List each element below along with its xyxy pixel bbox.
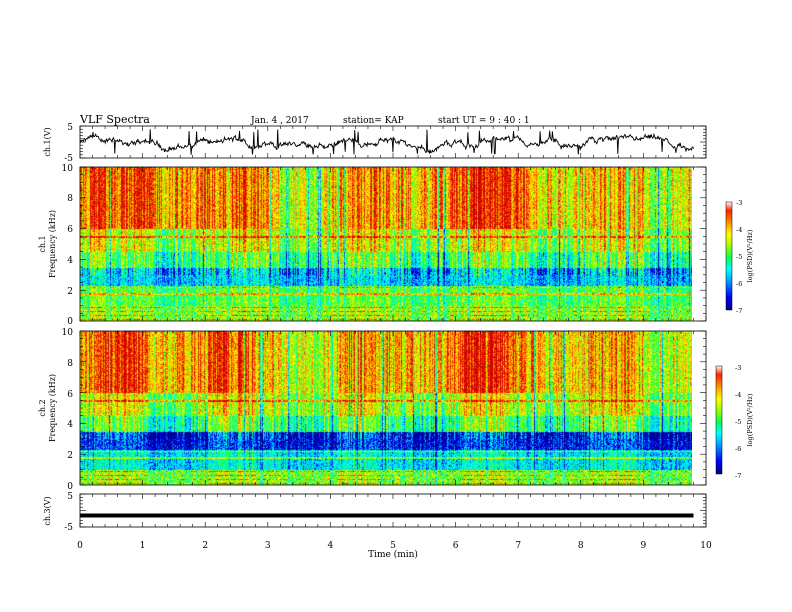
ch1-spectrogram-ylabel-line2: Frequency (kHz) [48, 210, 57, 278]
ch1-freq-tick-6: 6 [67, 225, 73, 235]
ch2-freq-tick-4: 4 [67, 420, 73, 430]
ch3-waveform-ylabel: ch.3(V) [43, 496, 52, 525]
figure-title: VLF Spectra [79, 113, 150, 126]
ch1-waveform-ylabel: ch.1(V) [43, 127, 52, 156]
ch1-cb-tick-m5: -5 [736, 253, 742, 261]
date-label: Jan. 4 , 2017 [250, 116, 309, 126]
ch2-cb-tick-m5: -5 [735, 418, 741, 426]
ch1-freq-tick-4: 4 [67, 256, 73, 266]
ch2-freq-tick-6: 6 [67, 390, 73, 400]
ch1-spectrogram-yticks: 0 2 4 6 8 10 [62, 164, 74, 327]
ch2-spectrogram-image [80, 331, 692, 485]
ch3-ytick-top: 5 [67, 492, 73, 502]
time-tick-5: 5 [390, 541, 396, 551]
time-tick-2: 2 [202, 541, 208, 551]
ch1-ytick-bottom: -5 [64, 154, 73, 164]
time-tick-9: 9 [641, 541, 647, 551]
ch2-spectrogram-yticks: 0 2 4 6 8 10 [62, 328, 74, 492]
ch1-waveform-yticks: 5 -5 [64, 123, 73, 164]
time-axis-ticklabels: 0 1 2 3 4 5 6 7 8 9 10 [77, 541, 712, 551]
station-label: station= KAP [343, 116, 404, 126]
axis-ticks [79, 125, 707, 528]
ch2-freq-tick-2: 2 [67, 451, 73, 461]
ch2-colorbar: -3 -4 -5 -6 -7 log(PSD)(V²/Hz) [715, 364, 754, 480]
ch2-colorbar-label: log(PSD)(V²/Hz) [746, 393, 754, 446]
ch1-freq-tick-0: 0 [67, 317, 73, 327]
time-tick-7: 7 [515, 541, 521, 551]
time-tick-1: 1 [140, 541, 146, 551]
time-axis-label: Time (min) [368, 549, 418, 560]
ch1-ytick-top: 5 [67, 123, 73, 133]
ch1-cb-tick-m6: -6 [736, 280, 742, 288]
ch1-colorbar: -3 -4 -5 -6 -7 log(PSD)(V²/Hz) [725, 199, 754, 315]
ch1-spectrogram-image [80, 167, 692, 321]
ch1-freq-tick-10: 10 [62, 164, 74, 174]
ch2-spectrogram-ylabel-line2: Frequency (kHz) [48, 374, 57, 442]
ch1-waveform-line [79, 129, 694, 155]
ch2-spectrogram-ylabel-line1: ch.2 [38, 399, 47, 416]
ch1-cb-tick-m7: -7 [736, 307, 742, 315]
time-tick-3: 3 [265, 541, 271, 551]
ch3-ytick-bottom: -5 [64, 523, 73, 533]
ch2-freq-tick-8: 8 [67, 359, 73, 369]
ch1-freq-tick-2: 2 [67, 287, 73, 297]
ch2-cb-tick-m6: -6 [735, 445, 741, 453]
ch1-colorbar-label: log(PSD)(V²/Hz) [746, 229, 754, 282]
time-tick-8: 8 [578, 541, 584, 551]
ch2-freq-tick-10: 10 [62, 328, 74, 338]
ch2-freq-tick-0: 0 [67, 482, 73, 492]
ch1-colorbar-gradient [725, 201, 733, 311]
ch1-cb-tick-m4: -4 [736, 226, 742, 234]
ch2-cb-tick-m4: -4 [735, 391, 741, 399]
ch1-freq-tick-8: 8 [67, 194, 73, 204]
ch1-cb-tick-m3: -3 [736, 199, 742, 207]
time-tick-0: 0 [77, 541, 83, 551]
time-tick-10: 10 [700, 541, 712, 551]
start-time-label: start UT = 9 : 40 : 1 [438, 116, 530, 126]
ch2-colorbar-gradient [715, 365, 723, 475]
time-tick-4: 4 [328, 541, 334, 551]
ch2-cb-tick-m3: -3 [735, 364, 741, 372]
ch1-spectrogram-ylabel-line1: ch.1 [38, 235, 47, 252]
ch2-cb-tick-m7: -7 [735, 472, 741, 480]
time-tick-6: 6 [453, 541, 459, 551]
ch3-waveform-yticks: 5 -5 [64, 492, 73, 533]
